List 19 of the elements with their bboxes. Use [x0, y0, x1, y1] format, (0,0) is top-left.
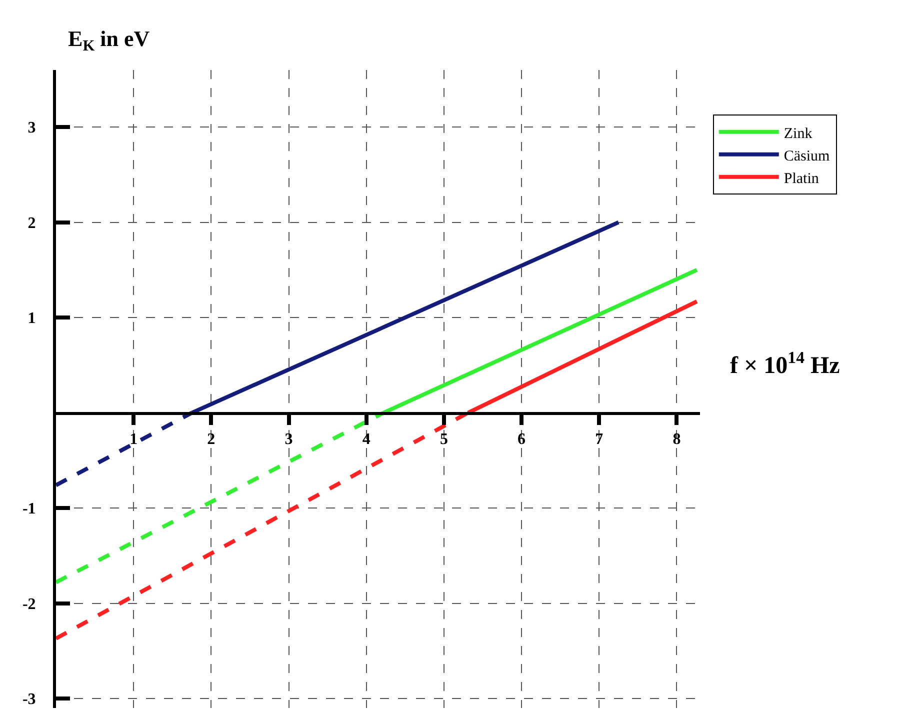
- x-tick-label: 1: [130, 431, 138, 448]
- x-tick-label: 5: [440, 431, 448, 448]
- y-tick-label: -3: [22, 691, 36, 708]
- x-tick-label: 7: [595, 431, 604, 448]
- y-tick-label: -2: [22, 596, 36, 613]
- legend-label: Platin: [784, 170, 820, 187]
- y-tick-label: 3: [28, 120, 36, 137]
- y-tick-label: 2: [28, 214, 36, 232]
- legend-label: Zink: [784, 126, 813, 142]
- y-tick-label: 1: [28, 310, 36, 328]
- x-axis-title: f × 10$^{14}$ Hz: [730, 348, 840, 380]
- x-tick-label: 4: [362, 431, 370, 448]
- x-tick-label: 8: [672, 431, 681, 448]
- x-tick-label: 2: [207, 431, 216, 448]
- x-tick-label: 6: [518, 431, 526, 448]
- y-axis-title: E$_{K}$ in eV: [68, 26, 150, 55]
- x-tick-label: 3: [284, 431, 293, 448]
- y-tick-label: -1: [22, 500, 36, 518]
- legend-label: Cäsium: [784, 148, 830, 164]
